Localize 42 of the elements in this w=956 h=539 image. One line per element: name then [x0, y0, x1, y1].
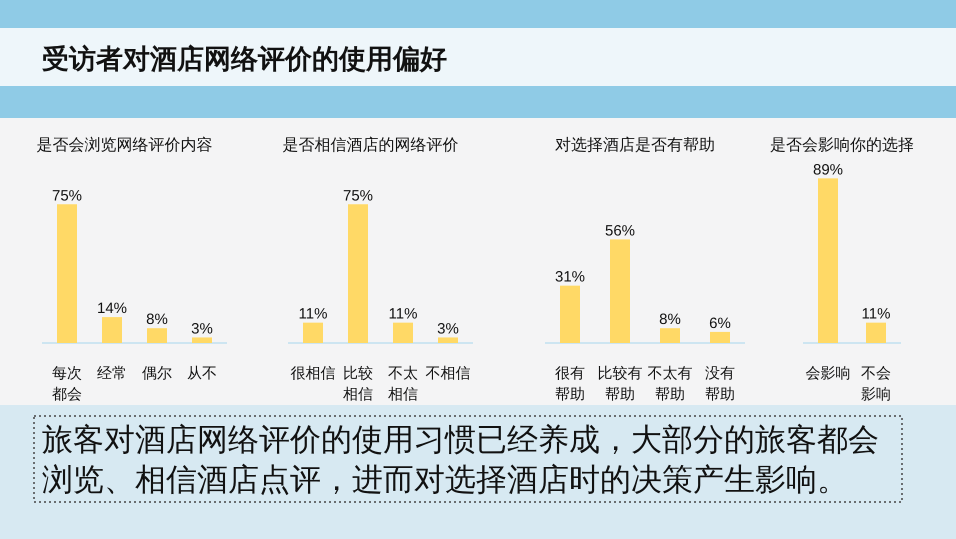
- data-label: 8%: [659, 311, 681, 328]
- chart-title: 对选择酒店是否有帮助: [555, 136, 715, 154]
- data-label: 89%: [812, 161, 844, 178]
- chart-title: 是否会浏览网络评价内容: [36, 136, 212, 154]
- x-tick-label: 很相信: [290, 365, 336, 382]
- data-label: 75%: [342, 187, 374, 204]
- x-tick-label: 很有帮助: [555, 365, 585, 403]
- x-tick-label: 经常: [97, 365, 127, 382]
- x-tick-label: 不会影响: [861, 365, 891, 403]
- data-label: 6%: [709, 314, 731, 332]
- bar: [102, 317, 122, 343]
- data-label: 31%: [554, 268, 586, 286]
- data-label: 3%: [191, 320, 213, 338]
- bar: [660, 328, 680, 343]
- data-label: 56%: [604, 222, 636, 240]
- data-label: 14%: [96, 300, 128, 318]
- text: 受访者对酒店网络评价的使用偏好: [42, 44, 447, 74]
- x-tick-label: 每次都会: [52, 365, 82, 403]
- data-label: 3%: [437, 320, 459, 338]
- x-tick-label: 偶尔: [142, 365, 172, 382]
- chart-title: 是否会影响你的选择: [770, 136, 914, 154]
- bar: [610, 239, 630, 343]
- x-tick-label: 从不: [187, 365, 217, 382]
- bar: [147, 328, 167, 343]
- text: 旅客对酒店网络评价的使用习惯已经养成，大部分的旅客都会浏览、相信酒店点评，进而对选择酒店时的决策产生影响。: [42, 422, 879, 497]
- x-tick-label: 没有帮助: [705, 365, 735, 403]
- data-label: 8%: [146, 311, 168, 328]
- x-tick-label: 会影响: [806, 365, 850, 382]
- data-label: 11%: [298, 306, 328, 323]
- x-tick-label: 不太相信: [388, 365, 418, 403]
- bar: [192, 337, 212, 343]
- chart-title: 是否相信酒店的网络评价: [282, 136, 458, 154]
- bar: [57, 204, 77, 343]
- bar: [710, 332, 730, 343]
- x-tick-label: 比较相信: [343, 365, 373, 403]
- bar: [560, 286, 580, 343]
- data-label: 11%: [388, 306, 418, 323]
- x-tick-label: 比较有帮助: [598, 365, 642, 403]
- x-tick-label: 不相信: [426, 365, 470, 382]
- x-tick-label: 不太有帮助: [648, 365, 692, 403]
- data-label: 11%: [862, 306, 890, 323]
- data-label: 75%: [52, 187, 82, 204]
